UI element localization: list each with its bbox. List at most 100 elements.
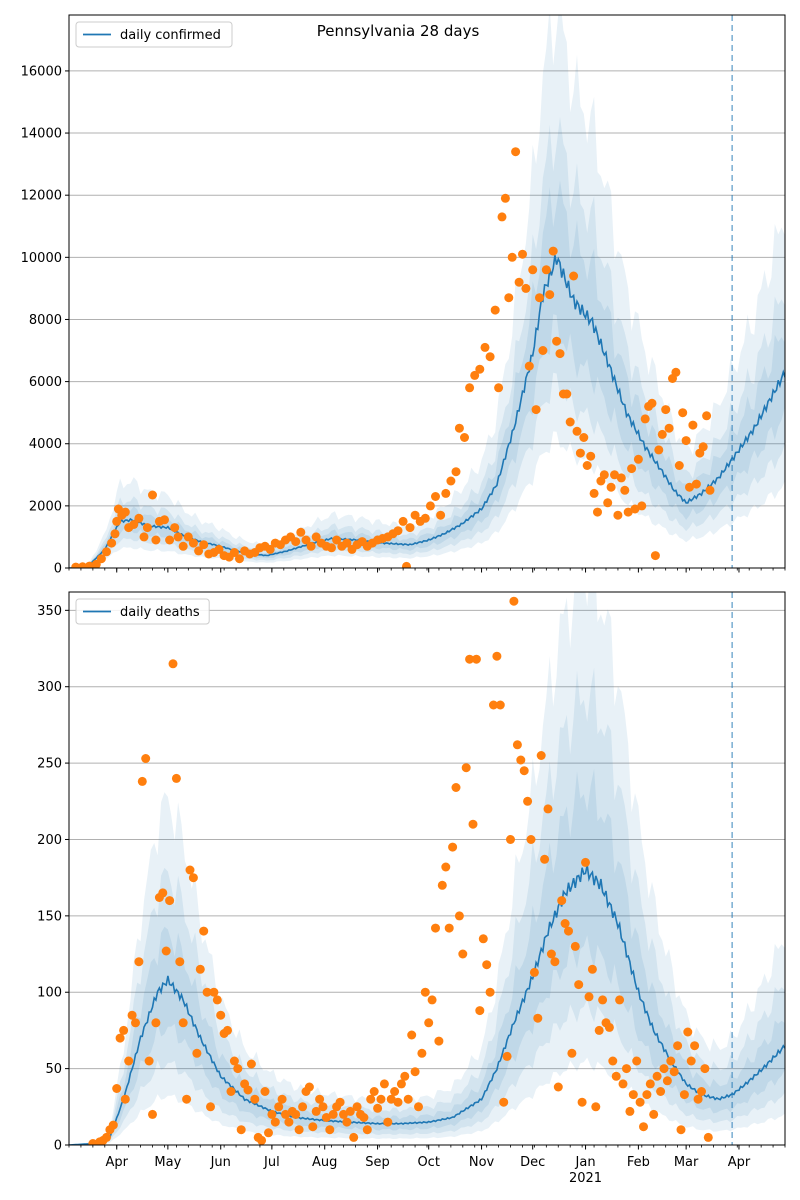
data-point xyxy=(553,1082,563,1092)
data-point xyxy=(536,751,546,760)
data-point xyxy=(545,290,555,300)
data-point xyxy=(148,490,157,500)
data-point xyxy=(243,1085,253,1095)
data-point xyxy=(604,1022,614,1032)
data-point xyxy=(366,1094,376,1104)
data-point xyxy=(376,1094,386,1104)
data-point xyxy=(552,336,562,346)
x-tick-label: Sep xyxy=(365,1155,390,1170)
data-point xyxy=(226,1087,236,1096)
data-point xyxy=(480,342,490,352)
data-point xyxy=(223,1025,232,1035)
data-point xyxy=(311,532,321,542)
data-point xyxy=(700,1064,710,1074)
y-tick-label: 150 xyxy=(37,909,62,924)
data-point xyxy=(656,1087,666,1096)
series-line xyxy=(69,864,785,1145)
data-point xyxy=(168,659,178,669)
data-point xyxy=(454,423,464,433)
data-point xyxy=(570,941,580,951)
data-point xyxy=(533,1013,543,1023)
data-point xyxy=(332,535,342,545)
data-point xyxy=(673,1041,683,1051)
data-point xyxy=(572,426,582,436)
chart-daily-confirmed: 0 2000 4000 6000 8000 10000 12000 14000 16000 dai… xyxy=(21,14,786,577)
data-point xyxy=(294,1125,304,1135)
data-point xyxy=(178,1018,188,1028)
data-point xyxy=(296,527,306,537)
data-point xyxy=(345,1106,355,1116)
data-point xyxy=(482,960,492,970)
data-point xyxy=(304,1082,314,1092)
data-point xyxy=(511,147,521,157)
legend-box xyxy=(75,21,233,48)
data-point xyxy=(427,995,437,1005)
data-point xyxy=(538,346,548,355)
data-point xyxy=(400,1071,410,1081)
data-point xyxy=(526,835,536,844)
data-point xyxy=(277,1094,287,1104)
data-point xyxy=(642,1090,652,1100)
data-point xyxy=(550,957,560,967)
data-point xyxy=(639,1122,648,1132)
data-point xyxy=(685,482,694,492)
data-point xyxy=(531,405,541,415)
data-point xyxy=(124,1056,134,1066)
legend-label: daily confirmed xyxy=(120,28,221,43)
data-point xyxy=(352,1102,362,1112)
data-point xyxy=(410,1067,420,1077)
data-point xyxy=(541,265,551,275)
plot-area xyxy=(69,15,785,568)
y-tick-label: 8000 xyxy=(29,313,62,328)
data-point xyxy=(693,1094,703,1104)
data-point xyxy=(235,554,244,564)
data-point xyxy=(471,654,481,664)
data-point xyxy=(633,454,643,464)
data-point xyxy=(581,857,590,867)
data-point xyxy=(543,804,553,814)
legend: daily deaths xyxy=(75,598,210,625)
data-point xyxy=(195,964,205,974)
data-point xyxy=(664,423,674,433)
data-point xyxy=(560,919,570,928)
data-point xyxy=(229,1056,239,1066)
data-point xyxy=(613,510,623,520)
data-point xyxy=(506,835,515,844)
data-point xyxy=(475,364,485,374)
data-point xyxy=(546,949,556,959)
data-point xyxy=(509,596,519,606)
data-point xyxy=(436,510,446,520)
data-point xyxy=(460,433,469,442)
data-point xyxy=(328,1109,338,1119)
confidence-band-inner xyxy=(69,180,785,568)
data-point xyxy=(88,1139,98,1145)
data-point xyxy=(446,476,456,486)
data-point xyxy=(497,212,507,222)
data-point xyxy=(702,411,712,421)
data-point xyxy=(321,1113,331,1122)
data-point xyxy=(165,535,175,545)
data-point xyxy=(151,535,161,545)
data-point xyxy=(502,1051,512,1061)
data-point xyxy=(461,763,471,773)
plot-area xyxy=(69,592,785,1145)
data-point xyxy=(703,1132,713,1142)
data-point xyxy=(349,1132,359,1142)
x-tick-label: Aug xyxy=(312,1155,337,1170)
data-point xyxy=(434,1036,444,1046)
data-point xyxy=(257,1135,267,1145)
data-point xyxy=(557,896,567,906)
x-year-label: 2021 xyxy=(569,1171,602,1186)
data-point xyxy=(657,429,667,439)
data-point xyxy=(233,1064,243,1074)
data-point xyxy=(393,1097,403,1107)
data-point xyxy=(209,987,219,997)
data-point xyxy=(584,992,594,1002)
data-point xyxy=(540,854,550,864)
data-point xyxy=(178,541,188,551)
data-point xyxy=(489,700,498,710)
data-point xyxy=(131,1018,140,1028)
data-point xyxy=(598,995,608,1005)
data-point xyxy=(173,532,183,542)
x-tick-label: Jan xyxy=(575,1155,596,1170)
